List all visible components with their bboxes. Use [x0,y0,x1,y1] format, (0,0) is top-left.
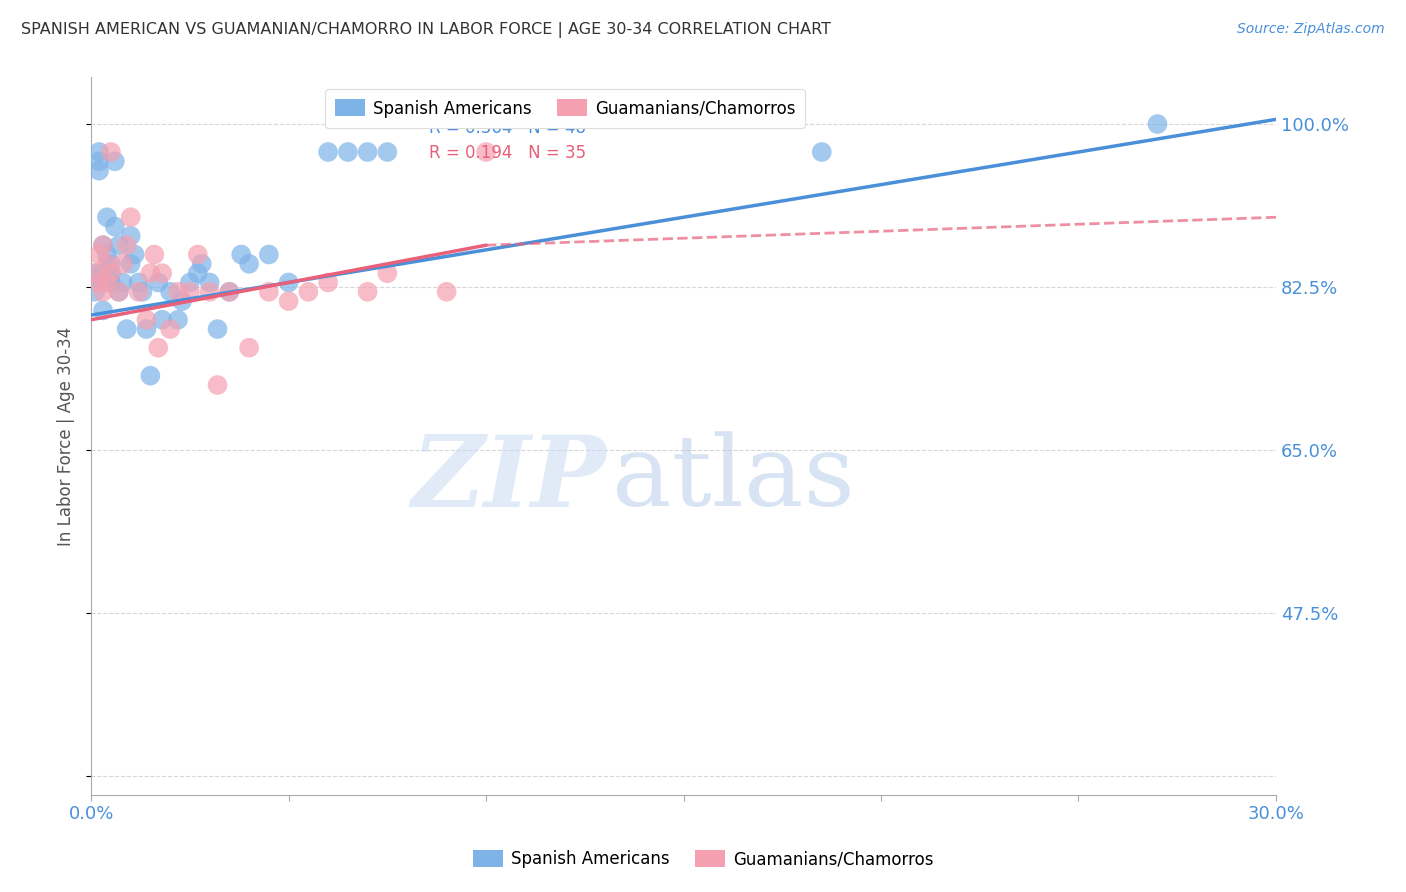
Spanish Americans [1146,117,1168,131]
Spanish Americans [316,145,339,159]
Guamanians/Chamorros [100,145,122,159]
Text: R = 0.364   N = 48: R = 0.364 N = 48 [429,119,586,137]
Spanish Americans [104,154,127,169]
Spanish Americans [84,285,107,299]
Guamanians/Chamorros [187,247,209,261]
Guamanians/Chamorros [91,285,114,299]
Guamanians/Chamorros [96,276,118,290]
Spanish Americans [91,238,114,252]
Guamanians/Chamorros [96,257,118,271]
Text: ZIP: ZIP [412,431,606,527]
Text: SPANISH AMERICAN VS GUAMANIAN/CHAMORRO IN LABOR FORCE | AGE 30-34 CORRELATION CH: SPANISH AMERICAN VS GUAMANIAN/CHAMORRO I… [21,22,831,38]
Spanish Americans [231,247,253,261]
Guamanians/Chamorros [120,211,142,225]
Spanish Americans [179,276,201,290]
Guamanians/Chamorros [128,285,150,299]
Spanish Americans [91,276,114,290]
Spanish Americans [257,247,280,261]
Guamanians/Chamorros [475,145,498,159]
Guamanians/Chamorros [179,285,201,299]
Guamanians/Chamorros [150,266,173,280]
Spanish Americans [238,257,260,271]
Spanish Americans [810,145,832,159]
Guamanians/Chamorros [87,247,110,261]
Guamanians/Chamorros [277,294,299,309]
Legend: Spanish Americans, Guamanians/Chamorros: Spanish Americans, Guamanians/Chamorros [325,89,806,128]
Spanish Americans [87,154,110,169]
Guamanians/Chamorros [107,285,129,299]
Guamanians/Chamorros [84,266,107,280]
Spanish Americans [356,145,378,159]
Guamanians/Chamorros [167,285,190,299]
Y-axis label: In Labor Force | Age 30-34: In Labor Force | Age 30-34 [58,326,75,546]
Spanish Americans [139,368,162,383]
Spanish Americans [167,312,190,326]
Spanish Americans [128,276,150,290]
Guamanians/Chamorros [100,266,122,280]
Spanish Americans [124,247,146,261]
Spanish Americans [135,322,157,336]
Spanish Americans [91,303,114,318]
Spanish Americans [107,238,129,252]
Text: atlas: atlas [613,432,855,527]
Spanish Americans [107,285,129,299]
Spanish Americans [91,266,114,280]
Spanish Americans [170,294,193,309]
Spanish Americans [277,276,299,290]
Spanish Americans [336,145,359,159]
Spanish Americans [87,163,110,178]
Text: R = 0.194   N = 35: R = 0.194 N = 35 [429,145,586,162]
Spanish Americans [115,322,138,336]
Guamanians/Chamorros [238,341,260,355]
Spanish Americans [111,276,134,290]
Spanish Americans [187,266,209,280]
Spanish Americans [159,285,181,299]
Spanish Americans [131,285,153,299]
Spanish Americans [100,276,122,290]
Spanish Americans [84,266,107,280]
Spanish Americans [207,322,229,336]
Spanish Americans [96,247,118,261]
Spanish Americans [377,145,399,159]
Spanish Americans [198,276,221,290]
Spanish Americans [96,211,118,225]
Guamanians/Chamorros [148,341,170,355]
Guamanians/Chamorros [207,378,229,392]
Spanish Americans [148,276,170,290]
Guamanians/Chamorros [135,312,157,326]
Spanish Americans [100,257,122,271]
Spanish Americans [100,266,122,280]
Guamanians/Chamorros [356,285,378,299]
Legend: Spanish Americans, Guamanians/Chamorros: Spanish Americans, Guamanians/Chamorros [465,843,941,875]
Guamanians/Chamorros [115,238,138,252]
Guamanians/Chamorros [377,266,399,280]
Spanish Americans [218,285,240,299]
Guamanians/Chamorros [316,276,339,290]
Guamanians/Chamorros [111,257,134,271]
Spanish Americans [120,257,142,271]
Guamanians/Chamorros [143,247,166,261]
Guamanians/Chamorros [436,285,458,299]
Guamanians/Chamorros [218,285,240,299]
Text: Source: ZipAtlas.com: Source: ZipAtlas.com [1237,22,1385,37]
Guamanians/Chamorros [139,266,162,280]
Spanish Americans [120,228,142,243]
Guamanians/Chamorros [87,276,110,290]
Spanish Americans [87,145,110,159]
Spanish Americans [104,219,127,234]
Guamanians/Chamorros [91,238,114,252]
Guamanians/Chamorros [297,285,319,299]
Spanish Americans [190,257,212,271]
Guamanians/Chamorros [159,322,181,336]
Guamanians/Chamorros [198,285,221,299]
Guamanians/Chamorros [257,285,280,299]
Spanish Americans [150,312,173,326]
